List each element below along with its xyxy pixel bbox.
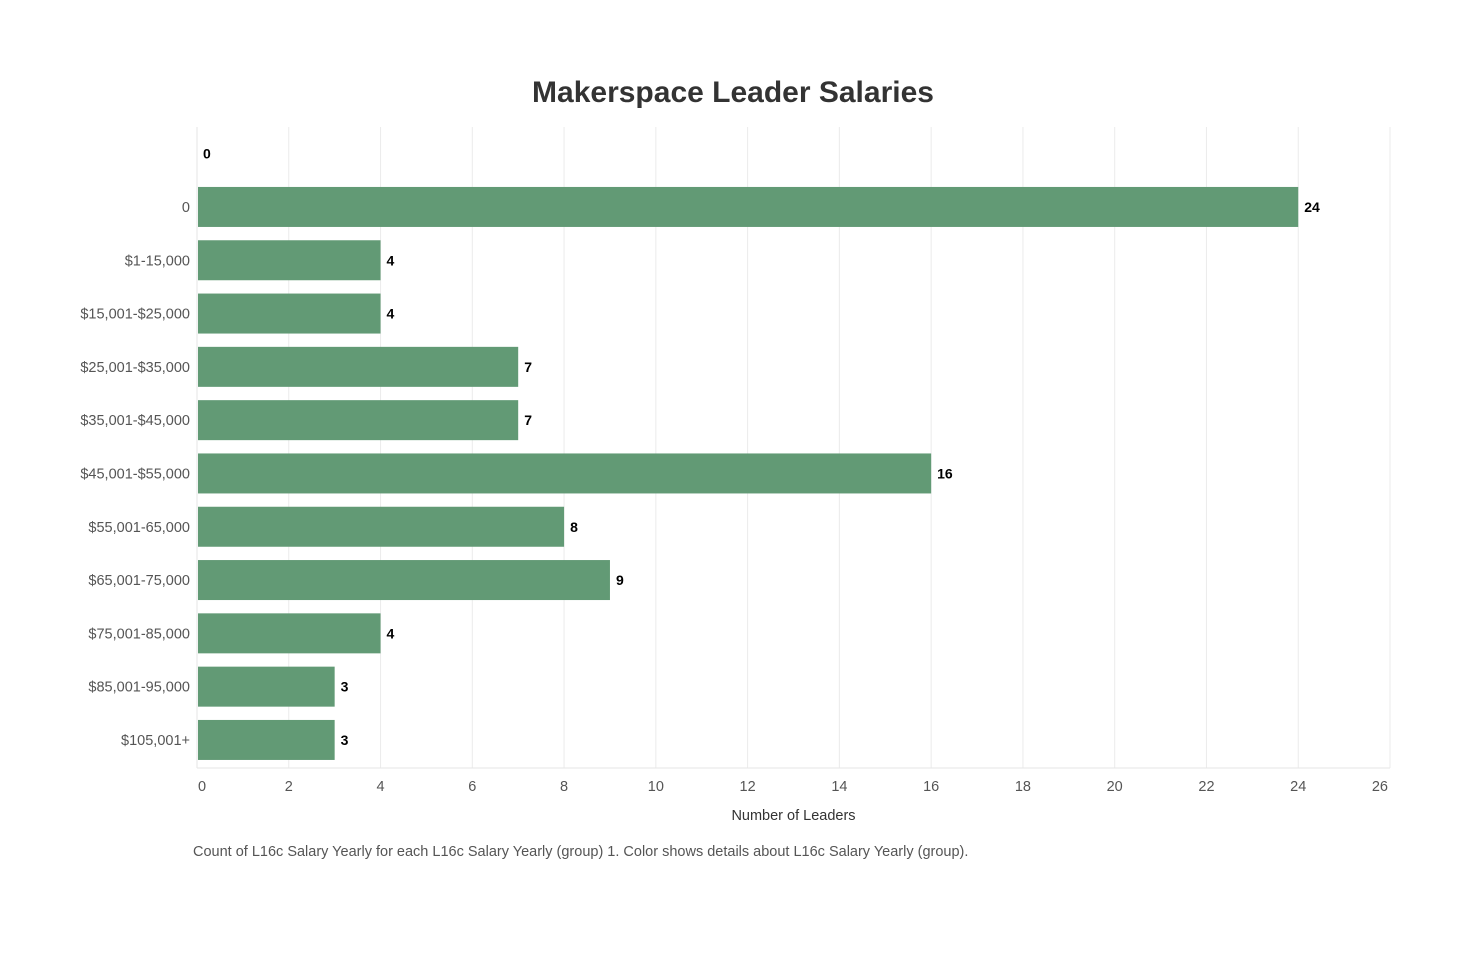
category-label: $85,001-95,000 bbox=[88, 680, 190, 696]
x-tick-label: 20 bbox=[1107, 779, 1123, 795]
data-label: 7 bbox=[524, 359, 532, 375]
bar bbox=[198, 613, 381, 654]
category-label: 0 bbox=[182, 200, 190, 216]
data-label: 0 bbox=[203, 146, 211, 162]
x-tick-label: 2 bbox=[285, 779, 293, 795]
bar bbox=[198, 506, 565, 547]
bar bbox=[198, 719, 335, 760]
bar bbox=[198, 560, 610, 601]
data-label: 8 bbox=[570, 519, 578, 535]
x-tick-label: 10 bbox=[648, 779, 664, 795]
x-axis-title: Number of Leaders bbox=[731, 808, 855, 824]
category-label: $25,001-$35,000 bbox=[80, 360, 190, 376]
data-label: 4 bbox=[387, 252, 395, 268]
category-label: $65,001-75,000 bbox=[88, 573, 190, 589]
x-tick-label: 16 bbox=[923, 779, 939, 795]
bar bbox=[198, 346, 519, 387]
data-label: 7 bbox=[524, 412, 532, 428]
x-tick-label: 24 bbox=[1290, 779, 1306, 795]
bar bbox=[198, 666, 335, 707]
category-label: $35,001-$45,000 bbox=[80, 413, 190, 429]
data-label: 4 bbox=[387, 306, 395, 322]
category-label: $105,001+ bbox=[121, 733, 190, 749]
bar bbox=[198, 400, 519, 441]
data-label: 16 bbox=[937, 465, 953, 481]
category-label: $55,001-65,000 bbox=[88, 520, 190, 536]
data-label: 3 bbox=[341, 679, 349, 695]
data-label: 24 bbox=[1304, 199, 1320, 215]
x-tick-label: 26 bbox=[1372, 779, 1388, 795]
data-label: 4 bbox=[387, 625, 395, 641]
category-label: $75,001-85,000 bbox=[88, 626, 190, 642]
bar bbox=[198, 293, 381, 334]
category-label: $45,001-$55,000 bbox=[80, 466, 190, 482]
x-tick-label: 6 bbox=[468, 779, 476, 795]
bar bbox=[198, 240, 381, 281]
data-label: 3 bbox=[341, 732, 349, 748]
x-tick-label: 12 bbox=[740, 779, 756, 795]
category-label: $15,001-$25,000 bbox=[80, 307, 190, 323]
x-tick-label: 22 bbox=[1198, 779, 1214, 795]
chart-caption: Count of L16c Salary Yearly for each L16… bbox=[193, 844, 969, 860]
bar bbox=[198, 453, 932, 494]
category-label: $1-15,000 bbox=[125, 253, 190, 269]
x-tick-label: 4 bbox=[376, 779, 384, 795]
data-label: 9 bbox=[616, 572, 624, 588]
chart-title: Makerspace Leader Salaries bbox=[532, 76, 934, 109]
x-tick-label: 0 bbox=[198, 779, 206, 795]
x-tick-label: 18 bbox=[1015, 779, 1031, 795]
x-tick-label: 14 bbox=[831, 779, 847, 795]
bar bbox=[198, 186, 1299, 227]
x-tick-label: 8 bbox=[560, 779, 568, 795]
